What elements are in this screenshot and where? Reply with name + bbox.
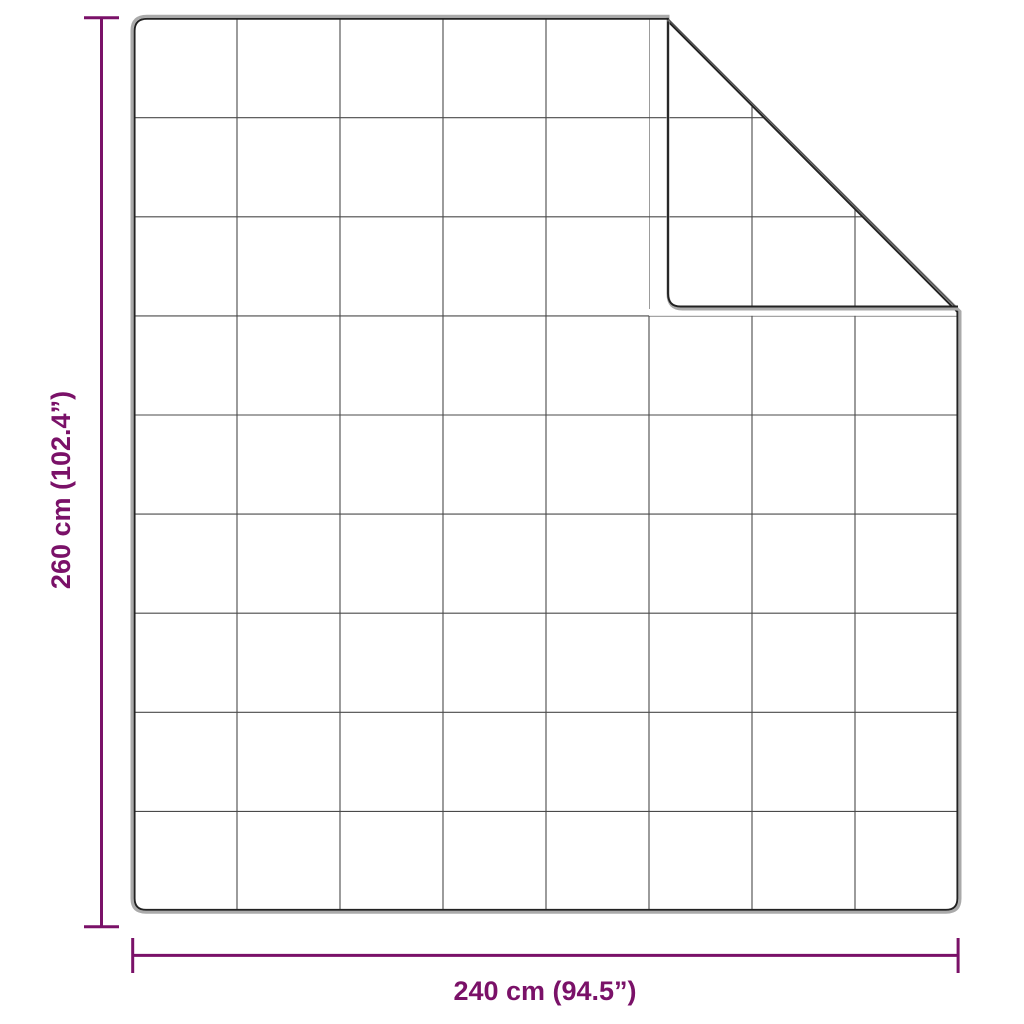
svg-text:240 cm (94.5”): 240 cm (94.5”)	[453, 976, 636, 1006]
svg-text:260 cm (102.4”): 260 cm (102.4”)	[46, 391, 76, 589]
